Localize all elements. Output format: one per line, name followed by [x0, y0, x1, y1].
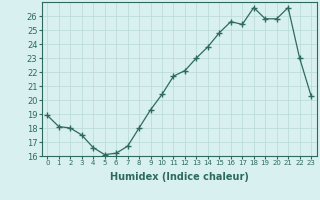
X-axis label: Humidex (Indice chaleur): Humidex (Indice chaleur): [110, 172, 249, 182]
